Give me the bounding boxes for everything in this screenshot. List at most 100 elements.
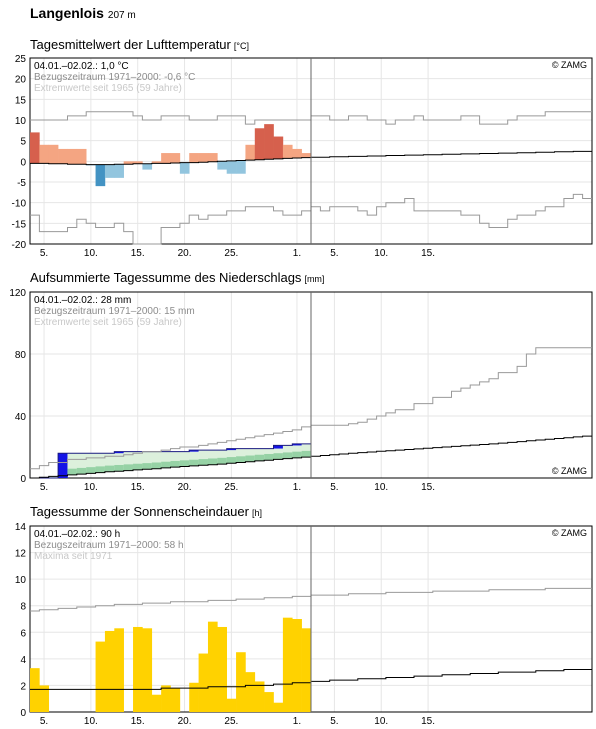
sunshine-y-tick-label: 14 [15,522,27,533]
precipitation-band-dark [133,463,143,470]
precipitation-band-dark [179,460,190,467]
temperature-title: Tagesmittelwert der Lufttemperatur [°C] [30,37,249,52]
sunshine-info-extreme: Maxima seit 1971 [34,551,113,562]
temperature-unit: [°C] [233,41,249,51]
temperature-y-tick-label: 25 [15,54,27,65]
temperature-bar [189,153,199,163]
precipitation-record-max-line [30,347,592,470]
precipitation-band [142,451,153,470]
precipitation-band-dark [95,466,106,473]
sunshine-bar [226,698,237,712]
precipitation-band [161,451,171,468]
precipitation-band [207,450,218,465]
precipitation-band-dark [86,467,96,474]
precipitation-info-actual: 04.01.–02.02.: 28 mm [34,295,131,306]
temperature-x-tick-label: 25. [224,248,238,259]
temperature-bar [254,128,265,160]
precipitation-y-tick-label: 80 [15,350,27,361]
sunshine-x-tick-label: 15. [421,716,435,727]
sunshine-x-tick-label: 15. [131,716,145,727]
temperature-record-max-line [30,111,592,125]
precipitation-band-dark [245,455,256,462]
precipitation-x-tick-label: 10. [84,482,98,493]
temperature-x-tick-label: 15. [421,248,435,259]
precipitation-band-dark [273,453,284,460]
sunshine-x-tick-label: 20. [178,716,192,727]
precipitation-band-dark [114,464,124,472]
precipitation-band [151,451,162,469]
temperature-y-tick-label: 5 [20,137,26,148]
precipitation-info-normal: Bezugszeitraum 1971–2000: 15 mm [34,306,195,317]
sunshine-y-tick-label: 2 [20,681,26,692]
precipitation-band-dark [104,465,115,472]
sunshine-info-actual: 04.01.–02.02.: 90 h [34,529,120,540]
precipitation-increment-bar [114,451,124,454]
sunshine-x-tick-label: 5. [40,716,48,727]
temperature-x-tick-label: 5. [330,248,338,259]
precipitation-band-dark [170,460,181,468]
precipitation-x-tick-label: 5. [330,482,338,493]
sunshine-x-tick-label: 5. [330,716,338,727]
precipitation-band-dark [142,463,153,470]
sunshine-bar [170,688,181,712]
precipitation-panel: 120 80 40 0 5. 10. 15. 20. 25. 1. 5. 10. 15. 04.01.–0… [9,288,593,493]
temperature-y-tick-label: -10 [12,199,27,210]
temperature-y-tick-label: 10 [15,116,27,127]
temperature-x-tick-label: 20. [178,248,192,259]
precipitation-band [282,445,293,459]
precipitation-y-tick-label: 0 [20,474,26,485]
temperature-bar [39,144,50,164]
temperature-bar [264,124,274,160]
temperature-x-tick-label: 10. [374,248,388,259]
precipitation-band [292,443,302,458]
precipitation-band [301,443,312,458]
precipitation-band [133,451,143,470]
precipitation-band [170,451,181,468]
temperature-info-actual: 04.01.–02.02.: 1,0 °C [34,61,129,72]
sunshine-bar [30,668,40,712]
temperature-bar [301,153,312,158]
temperature-bar [245,144,256,161]
temperature-bar [58,148,68,164]
sunshine-bar [151,694,162,712]
precipitation-band-dark [264,453,274,461]
temperature-copyright: © ZAMG [552,60,587,70]
precipitation-band-dark [198,459,209,466]
station-header: Langenlois 207 m [30,5,136,21]
precipitation-copyright: © ZAMG [552,466,587,476]
temperature-panel: 25 20 15 10 5 0 -5 -10 -15 -20 5. 10. 15. 20. 25. 1. 5. 1… [12,54,593,259]
temperature-y-tick-label: 20 [15,75,27,86]
sunshine-bar [207,621,218,712]
sunshine-bar [301,628,312,712]
precipitation-x-tick-label: 20. [178,482,192,493]
sunshine-x-tick-label: 25. [224,716,238,727]
temperature-bar [123,161,134,165]
precipitation-increment-bar [189,450,199,452]
precipitation-band [245,448,256,462]
sunshine-bar [198,653,209,712]
precipitation-x-tick-label: 15. [131,482,145,493]
temperature-bar [198,153,209,163]
precipitation-title-text: Aufsummierte Tagessumme des Niederschlag… [30,270,302,285]
temperature-x-tick-label: 15. [131,248,145,259]
precipitation-increment-bar [292,443,302,446]
precipitation-band-dark [226,457,237,464]
precipitation-band-dark [292,451,302,458]
precipitation-band-dark [76,467,87,475]
precipitation-band [198,450,209,466]
temperature-bar [207,153,218,162]
precipitation-band [217,450,227,465]
temperature-y-tick-label: -5 [17,178,26,189]
sunshine-y-tick-label: 0 [20,708,26,719]
sunshine-bar [104,630,115,712]
temperature-y-tick-label: -15 [12,219,27,230]
temperature-bar [292,148,302,159]
precipitation-band [114,451,124,472]
precipitation-band [123,451,134,471]
temperature-bar [161,153,171,164]
temperature-bar [104,164,115,178]
precipitation-band-dark [254,454,265,461]
temperature-x-tick-label: 1. [293,248,301,259]
precipitation-band [104,453,115,472]
